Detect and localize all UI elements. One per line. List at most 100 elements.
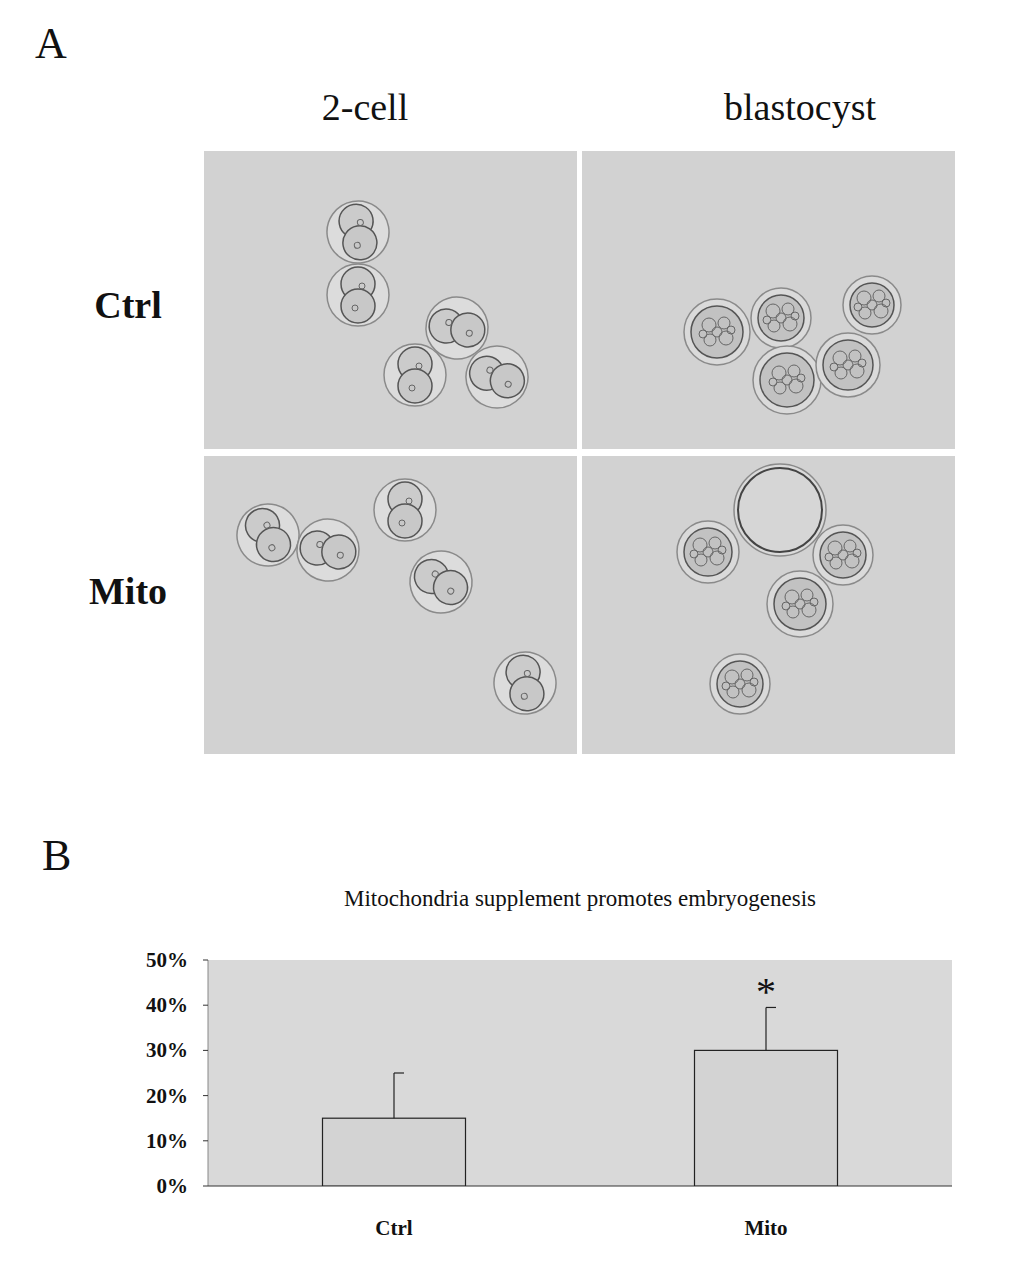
cell: [789, 379, 803, 393]
cell: [838, 550, 848, 560]
cell: [830, 363, 838, 371]
embryo-blastocyst: [843, 276, 901, 334]
nucleus: [504, 380, 512, 388]
bar: [323, 1118, 466, 1186]
zona: [292, 514, 364, 586]
embryo-blastocyst: [684, 299, 750, 365]
trophectoderm: [738, 468, 822, 552]
cell: [699, 330, 707, 338]
embryo-blastocyst: [767, 571, 833, 637]
error-cap: [394, 1072, 404, 1073]
nucleus: [406, 498, 412, 504]
cell: [712, 327, 722, 337]
y-tick-label: 40%: [146, 993, 188, 1017]
zona: [677, 521, 739, 583]
cell-mass: [691, 306, 743, 358]
nucleus: [352, 305, 358, 311]
cell: [719, 331, 733, 345]
cell-mass: [758, 295, 804, 341]
zona: [816, 333, 880, 397]
nucleus: [524, 670, 531, 677]
embryo-blastocyst: [753, 346, 821, 414]
y-tick: [203, 1186, 208, 1187]
embryo-2cell: [399, 540, 484, 625]
bars: [323, 1007, 838, 1186]
y-tick: [203, 1005, 208, 1006]
y-tick: [203, 1095, 208, 1096]
embryo-blastocyst: [751, 288, 811, 348]
panel-label: A: [35, 19, 67, 68]
cell: [802, 603, 816, 617]
embryo-2cell: [292, 514, 364, 586]
cell: [882, 299, 890, 307]
zona: [684, 299, 750, 365]
blastomere: [388, 504, 422, 538]
y-tick: [203, 960, 208, 961]
zona: [374, 479, 436, 541]
embryo-blastocyst: [677, 521, 739, 583]
error-bar: [394, 1073, 404, 1118]
cell: [763, 316, 771, 324]
cell-mass: [820, 532, 866, 578]
embryo-blastocyst: [813, 525, 873, 585]
row-label: Mito: [89, 570, 167, 612]
embryo-2cell: [374, 479, 436, 541]
cell: [727, 326, 735, 334]
column-label: 2-cell: [322, 86, 409, 128]
cell-mass: [684, 528, 732, 576]
embryo-2cell: [457, 337, 536, 416]
cell: [797, 374, 805, 382]
zona: [767, 571, 833, 637]
zona: [226, 493, 311, 578]
y-tick: [203, 1140, 208, 1141]
x-tick-label: Mito: [744, 1216, 787, 1240]
nucleus: [268, 544, 276, 552]
zona: [322, 196, 394, 268]
embryo-2cell: [384, 344, 446, 406]
zona: [384, 344, 446, 406]
cell: [750, 678, 758, 686]
nucleus: [337, 552, 344, 559]
embryo-2cell: [327, 264, 389, 326]
cell: [710, 551, 724, 565]
embryo-2cell: [322, 196, 394, 268]
cell: [795, 599, 805, 609]
x-tick-label: Ctrl: [375, 1216, 412, 1240]
cell: [769, 378, 777, 386]
zona: [710, 654, 770, 714]
nucleus: [357, 219, 364, 226]
y-axis: [208, 960, 209, 1186]
cell: [690, 550, 698, 558]
y-tick-label: 50%: [146, 948, 188, 972]
cell-mass: [823, 340, 873, 390]
cell: [867, 300, 877, 310]
cell-mass: [774, 578, 826, 630]
zona: [751, 288, 811, 348]
nucleus: [521, 693, 528, 700]
nucleus: [431, 570, 439, 578]
blastomere: [427, 564, 473, 610]
micrograph: [204, 456, 577, 754]
zona: [813, 525, 873, 585]
chart-title: Mitochondria supplement promotes embryog…: [344, 886, 816, 911]
cell: [735, 679, 745, 689]
y-tick-label: 10%: [146, 1129, 188, 1153]
cell-mass: [760, 353, 814, 407]
cell: [874, 304, 888, 318]
cell: [776, 313, 786, 323]
cell-mass: [717, 661, 763, 707]
nucleus: [486, 366, 494, 374]
nucleus: [316, 541, 323, 548]
cell: [783, 317, 797, 331]
blastomere: [398, 369, 432, 403]
nucleus: [263, 521, 271, 529]
y-tick-label: 20%: [146, 1084, 188, 1108]
zona: [734, 464, 826, 556]
blastomere: [486, 359, 530, 403]
bar: [695, 1050, 838, 1186]
zona: [399, 540, 484, 625]
blastomere: [319, 532, 358, 571]
row-label: Ctrl: [94, 284, 162, 326]
zona: [457, 337, 536, 416]
column-label: blastocyst: [724, 86, 876, 128]
